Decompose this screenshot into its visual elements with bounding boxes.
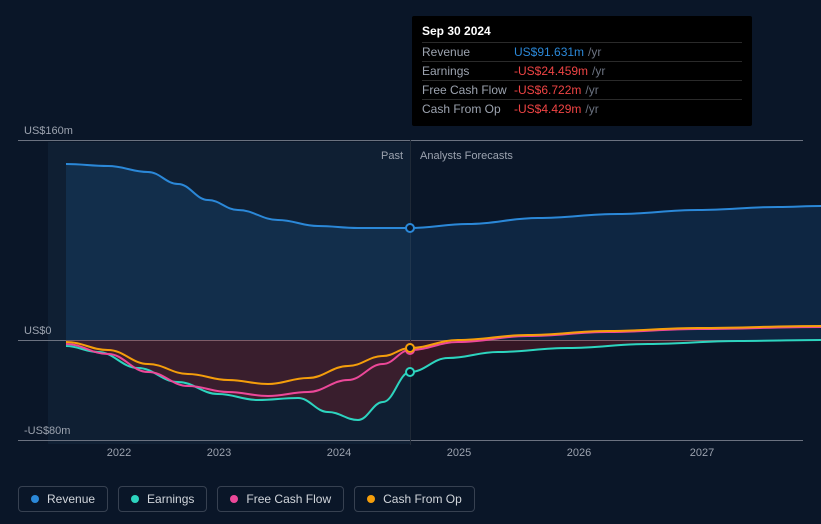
x-label-2022: 2022 <box>107 447 131 459</box>
revenue-area <box>66 164 821 340</box>
legend-dot-icon <box>367 495 375 503</box>
legend-label: Cash From Op <box>383 492 462 506</box>
tooltip-row-value: -US$6.722m <box>514 83 581 97</box>
tooltip-row: Free Cash Flow-US$6.722m/yr <box>422 80 742 99</box>
legend: Revenue Earnings Free Cash Flow Cash From O… <box>18 486 475 512</box>
cfo-marker <box>405 343 415 353</box>
x-label-2024: 2024 <box>327 447 351 459</box>
legend-label: Free Cash Flow <box>246 492 331 506</box>
tooltip-row: Cash From Op-US$4.429m/yr <box>422 99 742 118</box>
tooltip-date: Sep 30 2024 <box>422 24 742 38</box>
tooltip-row-label: Revenue <box>422 45 514 59</box>
tooltip-row: Earnings-US$24.459m/yr <box>422 61 742 80</box>
x-label-2023: 2023 <box>207 447 231 459</box>
tooltip: Sep 30 2024 RevenueUS$91.631m/yrEarnings… <box>412 16 752 126</box>
x-label-2025: 2025 <box>447 447 471 459</box>
legend-item-fcf[interactable]: Free Cash Flow <box>217 486 344 512</box>
legend-dot-icon <box>230 495 238 503</box>
tooltip-row-value: US$91.631m <box>514 45 584 59</box>
legend-item-earnings[interactable]: Earnings <box>118 486 207 512</box>
legend-label: Revenue <box>47 492 95 506</box>
revenue-marker <box>405 223 415 233</box>
earnings-area <box>66 340 821 420</box>
tooltip-row-value: -US$24.459m <box>514 64 588 78</box>
tooltip-row: RevenueUS$91.631m/yr <box>422 42 742 61</box>
legend-dot-icon <box>131 495 139 503</box>
x-label-2027: 2027 <box>690 447 714 459</box>
legend-item-revenue[interactable]: Revenue <box>18 486 108 512</box>
tooltip-row-unit: /yr <box>592 64 605 78</box>
earnings-marker <box>405 367 415 377</box>
legend-label: Earnings <box>147 492 194 506</box>
x-label-2026: 2026 <box>567 447 591 459</box>
legend-dot-icon <box>31 495 39 503</box>
tooltip-row-label: Earnings <box>422 64 514 78</box>
tooltip-row-unit: /yr <box>588 45 601 59</box>
legend-item-cfo[interactable]: Cash From Op <box>354 486 475 512</box>
tooltip-row-label: Cash From Op <box>422 102 514 116</box>
tooltip-row-unit: /yr <box>585 102 598 116</box>
tooltip-row-unit: /yr <box>585 83 598 97</box>
tooltip-row-value: -US$4.429m <box>514 102 581 116</box>
tooltip-row-label: Free Cash Flow <box>422 83 514 97</box>
